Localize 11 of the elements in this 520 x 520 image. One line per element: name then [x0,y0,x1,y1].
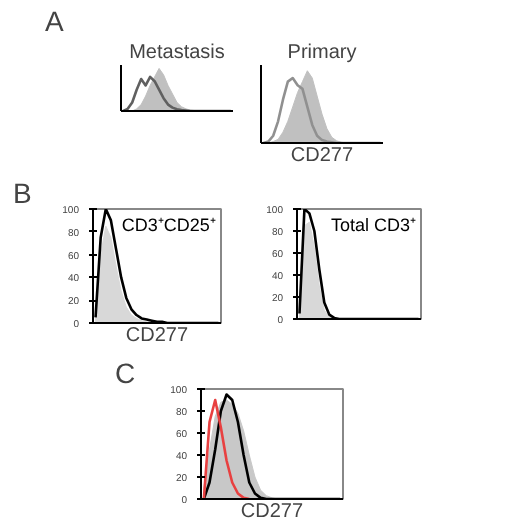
line-series [202,398,251,499]
chart-title: Primary [287,42,357,64]
text: A [45,5,65,37]
chart-title: CD3⁺CD25⁺ [121,215,216,235]
text: C [115,357,136,389]
x-axis-title: CD277 [290,145,354,167]
x-axis-title: CD277 [125,325,189,347]
text: B [13,177,32,209]
chart-title: Metastasis [129,42,225,64]
chart-title: Total CD3⁺ [331,215,417,235]
x-axis-title: CD277 [240,501,304,520]
